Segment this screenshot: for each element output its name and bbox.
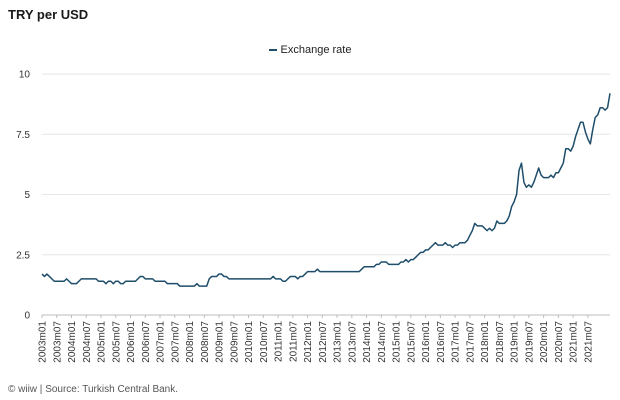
x-tick-label: 2010m01 xyxy=(244,321,255,363)
x-tick-label: 2013m07 xyxy=(347,321,358,363)
x-tick-label: 2020m07 xyxy=(554,321,565,363)
chart-title: TRY per USD xyxy=(8,7,89,22)
x-tick-label: 2016m07 xyxy=(436,321,447,363)
y-tick-label: 5 xyxy=(24,190,30,201)
series-line-exchange-rate xyxy=(41,93,611,287)
x-tick-label: 2008m07 xyxy=(200,321,211,363)
x-tick-label: 2003m01 xyxy=(38,321,49,363)
x-tick-label: 2018m07 xyxy=(495,321,506,363)
legend: Exchange rate xyxy=(0,44,620,56)
x-tick-label: 2012m07 xyxy=(318,321,329,363)
x-tick-label: 2007m01 xyxy=(156,321,167,363)
x-tick-label: 2015m07 xyxy=(406,321,417,363)
x-tick-label: 2013m01 xyxy=(333,321,344,363)
x-tick-label: 2006m01 xyxy=(126,321,137,363)
x-tick-label: 2009m07 xyxy=(229,321,240,363)
x-tick-label: 2004m07 xyxy=(82,321,93,363)
y-tick-label: 0 xyxy=(24,311,30,322)
x-tick-label: 2014m01 xyxy=(362,321,373,363)
x-tick-label: 2019m01 xyxy=(510,321,521,363)
x-tick-label: 2010m07 xyxy=(259,321,270,363)
x-tick-label: 2012m01 xyxy=(303,321,314,363)
y-tick-label: 2.5 xyxy=(16,250,30,261)
x-tick-label: 2011m01 xyxy=(274,321,285,362)
x-tick-label: 2003m07 xyxy=(52,321,63,363)
x-tick-label: 2005m07 xyxy=(111,321,122,363)
x-tick-label: 2008m01 xyxy=(185,321,196,363)
x-tick-label: 2019m07 xyxy=(524,321,535,363)
x-tick-label: 2005m01 xyxy=(97,321,108,363)
x-tick-label: 2018m01 xyxy=(480,321,491,363)
x-tick-label: 2015m01 xyxy=(392,321,403,363)
x-tick-label: 2004m01 xyxy=(67,321,78,363)
source-footer: © wiiw | Source: Turkish Central Bank. xyxy=(8,384,179,395)
legend-label: Exchange rate xyxy=(280,44,352,56)
x-tick-label: 2009m01 xyxy=(215,321,226,363)
x-tick-label: 2006m07 xyxy=(141,321,152,363)
x-tick-label: 2020m01 xyxy=(539,321,550,363)
x-tick-label: 2021m01 xyxy=(569,321,580,363)
y-tick-label: 10 xyxy=(19,70,31,81)
x-tick-label: 2017m01 xyxy=(451,321,462,363)
x-tick-label: 2017m07 xyxy=(465,321,476,363)
x-tick-label: 2016m01 xyxy=(421,321,432,363)
x-tick-label: 2011m07 xyxy=(288,321,299,362)
x-tick-label: 2021m07 xyxy=(583,321,594,363)
x-tick-label: 2007m07 xyxy=(170,321,181,363)
x-tick-label: 2014m07 xyxy=(377,321,388,363)
y-tick-label: 7.5 xyxy=(16,130,30,141)
legend-swatch xyxy=(268,49,277,52)
